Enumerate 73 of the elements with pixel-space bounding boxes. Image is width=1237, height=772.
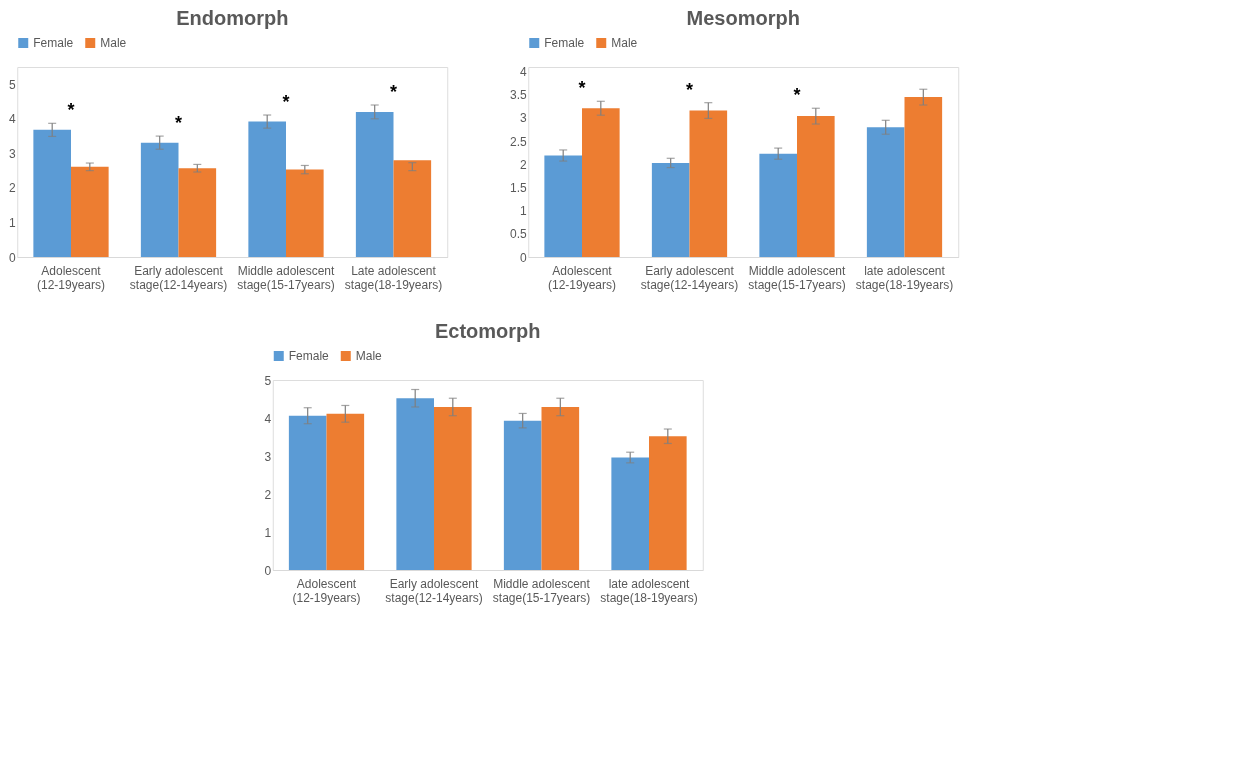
y-tick-label: 5 bbox=[9, 77, 17, 92]
bar bbox=[33, 129, 71, 257]
annotation: * bbox=[578, 78, 586, 99]
bar bbox=[503, 420, 542, 570]
bar bbox=[288, 415, 327, 570]
legend-label: Male bbox=[611, 36, 638, 50]
y-tick-label: 0 bbox=[520, 250, 528, 265]
bar bbox=[797, 116, 835, 257]
bar bbox=[434, 406, 472, 570]
y-tick-label: 3 bbox=[520, 111, 528, 126]
y-tick-label: 3.5 bbox=[510, 88, 528, 103]
y-tick-label: 4 bbox=[9, 112, 17, 127]
legend-label: Female bbox=[288, 349, 330, 363]
chart-title: Mesomorph bbox=[686, 7, 800, 29]
bar bbox=[759, 153, 797, 257]
legend-label: Male bbox=[355, 349, 383, 363]
x-tick-label: Middle adolescent stage(15-17years) bbox=[492, 576, 591, 605]
bar bbox=[71, 166, 109, 257]
bar bbox=[651, 162, 690, 257]
x-tick-label: Adolescent (12-19years) bbox=[292, 576, 361, 605]
annotation: * bbox=[174, 113, 183, 134]
bar bbox=[541, 406, 580, 570]
y-tick-label: 1 bbox=[520, 204, 528, 219]
y-tick-label: 0.5 bbox=[510, 227, 528, 242]
bar bbox=[355, 111, 394, 257]
bar bbox=[140, 142, 179, 257]
bar bbox=[649, 436, 687, 570]
annotation: * bbox=[389, 82, 398, 102]
y-tick-label: 0 bbox=[264, 563, 272, 578]
bar bbox=[689, 110, 728, 257]
x-tick-label: Middle adolescent stage(15-17years) bbox=[237, 263, 336, 292]
y-tick-label: 2 bbox=[264, 487, 272, 502]
bar bbox=[396, 398, 434, 570]
x-tick-label: Middle adolescent stage(15-17years) bbox=[748, 263, 847, 292]
x-tick-label: late adolescent stage(18-19years) bbox=[600, 576, 698, 605]
x-tick-label: Adolescent (12-19years) bbox=[547, 263, 617, 292]
x-tick-label: Late adolescent stage(18-19years) bbox=[344, 263, 443, 292]
chart-title: Ectomorph bbox=[434, 320, 541, 342]
bar bbox=[326, 413, 365, 570]
y-tick-label: 2.5 bbox=[510, 134, 528, 149]
legend-label: Male bbox=[100, 36, 127, 50]
bar bbox=[611, 457, 649, 570]
y-tick-label: 4 bbox=[520, 65, 528, 80]
x-tick-label: Early adolescent stage(12-14years) bbox=[129, 263, 228, 292]
chart-title: Endomorph bbox=[176, 7, 289, 29]
bar bbox=[248, 121, 286, 257]
y-tick-label: 2 bbox=[9, 181, 17, 196]
y-tick-label: 4 bbox=[264, 411, 272, 426]
y-tick-label: 3 bbox=[9, 146, 17, 161]
x-tick-label: Adolescent (12-19years) bbox=[36, 263, 106, 292]
y-tick-label: 1 bbox=[9, 215, 17, 230]
annotation: * bbox=[685, 79, 694, 100]
annotation: * bbox=[67, 100, 75, 121]
y-tick-label: 3 bbox=[264, 449, 272, 464]
annotation: * bbox=[793, 85, 801, 106]
x-tick-label: Early adolescent stage(12-14years) bbox=[640, 263, 739, 292]
y-tick-label: 5 bbox=[264, 373, 272, 388]
bar bbox=[393, 160, 432, 257]
bar bbox=[286, 169, 324, 257]
y-tick-label: 1.5 bbox=[510, 180, 528, 195]
legend-label: Female bbox=[33, 36, 74, 50]
bar bbox=[866, 127, 905, 257]
legend-label: Female bbox=[544, 36, 585, 50]
y-tick-label: 1 bbox=[264, 525, 272, 540]
bar bbox=[582, 108, 620, 257]
bar bbox=[544, 155, 582, 257]
x-tick-label: Early adolescent stage(12-14years) bbox=[385, 576, 483, 605]
y-tick-label: 2 bbox=[520, 157, 528, 172]
y-tick-label: 0 bbox=[9, 250, 17, 265]
bar bbox=[178, 168, 217, 257]
annotation: * bbox=[282, 92, 290, 113]
bar bbox=[904, 97, 943, 257]
x-tick-label: late adolescent stage(18-19years) bbox=[855, 263, 954, 292]
